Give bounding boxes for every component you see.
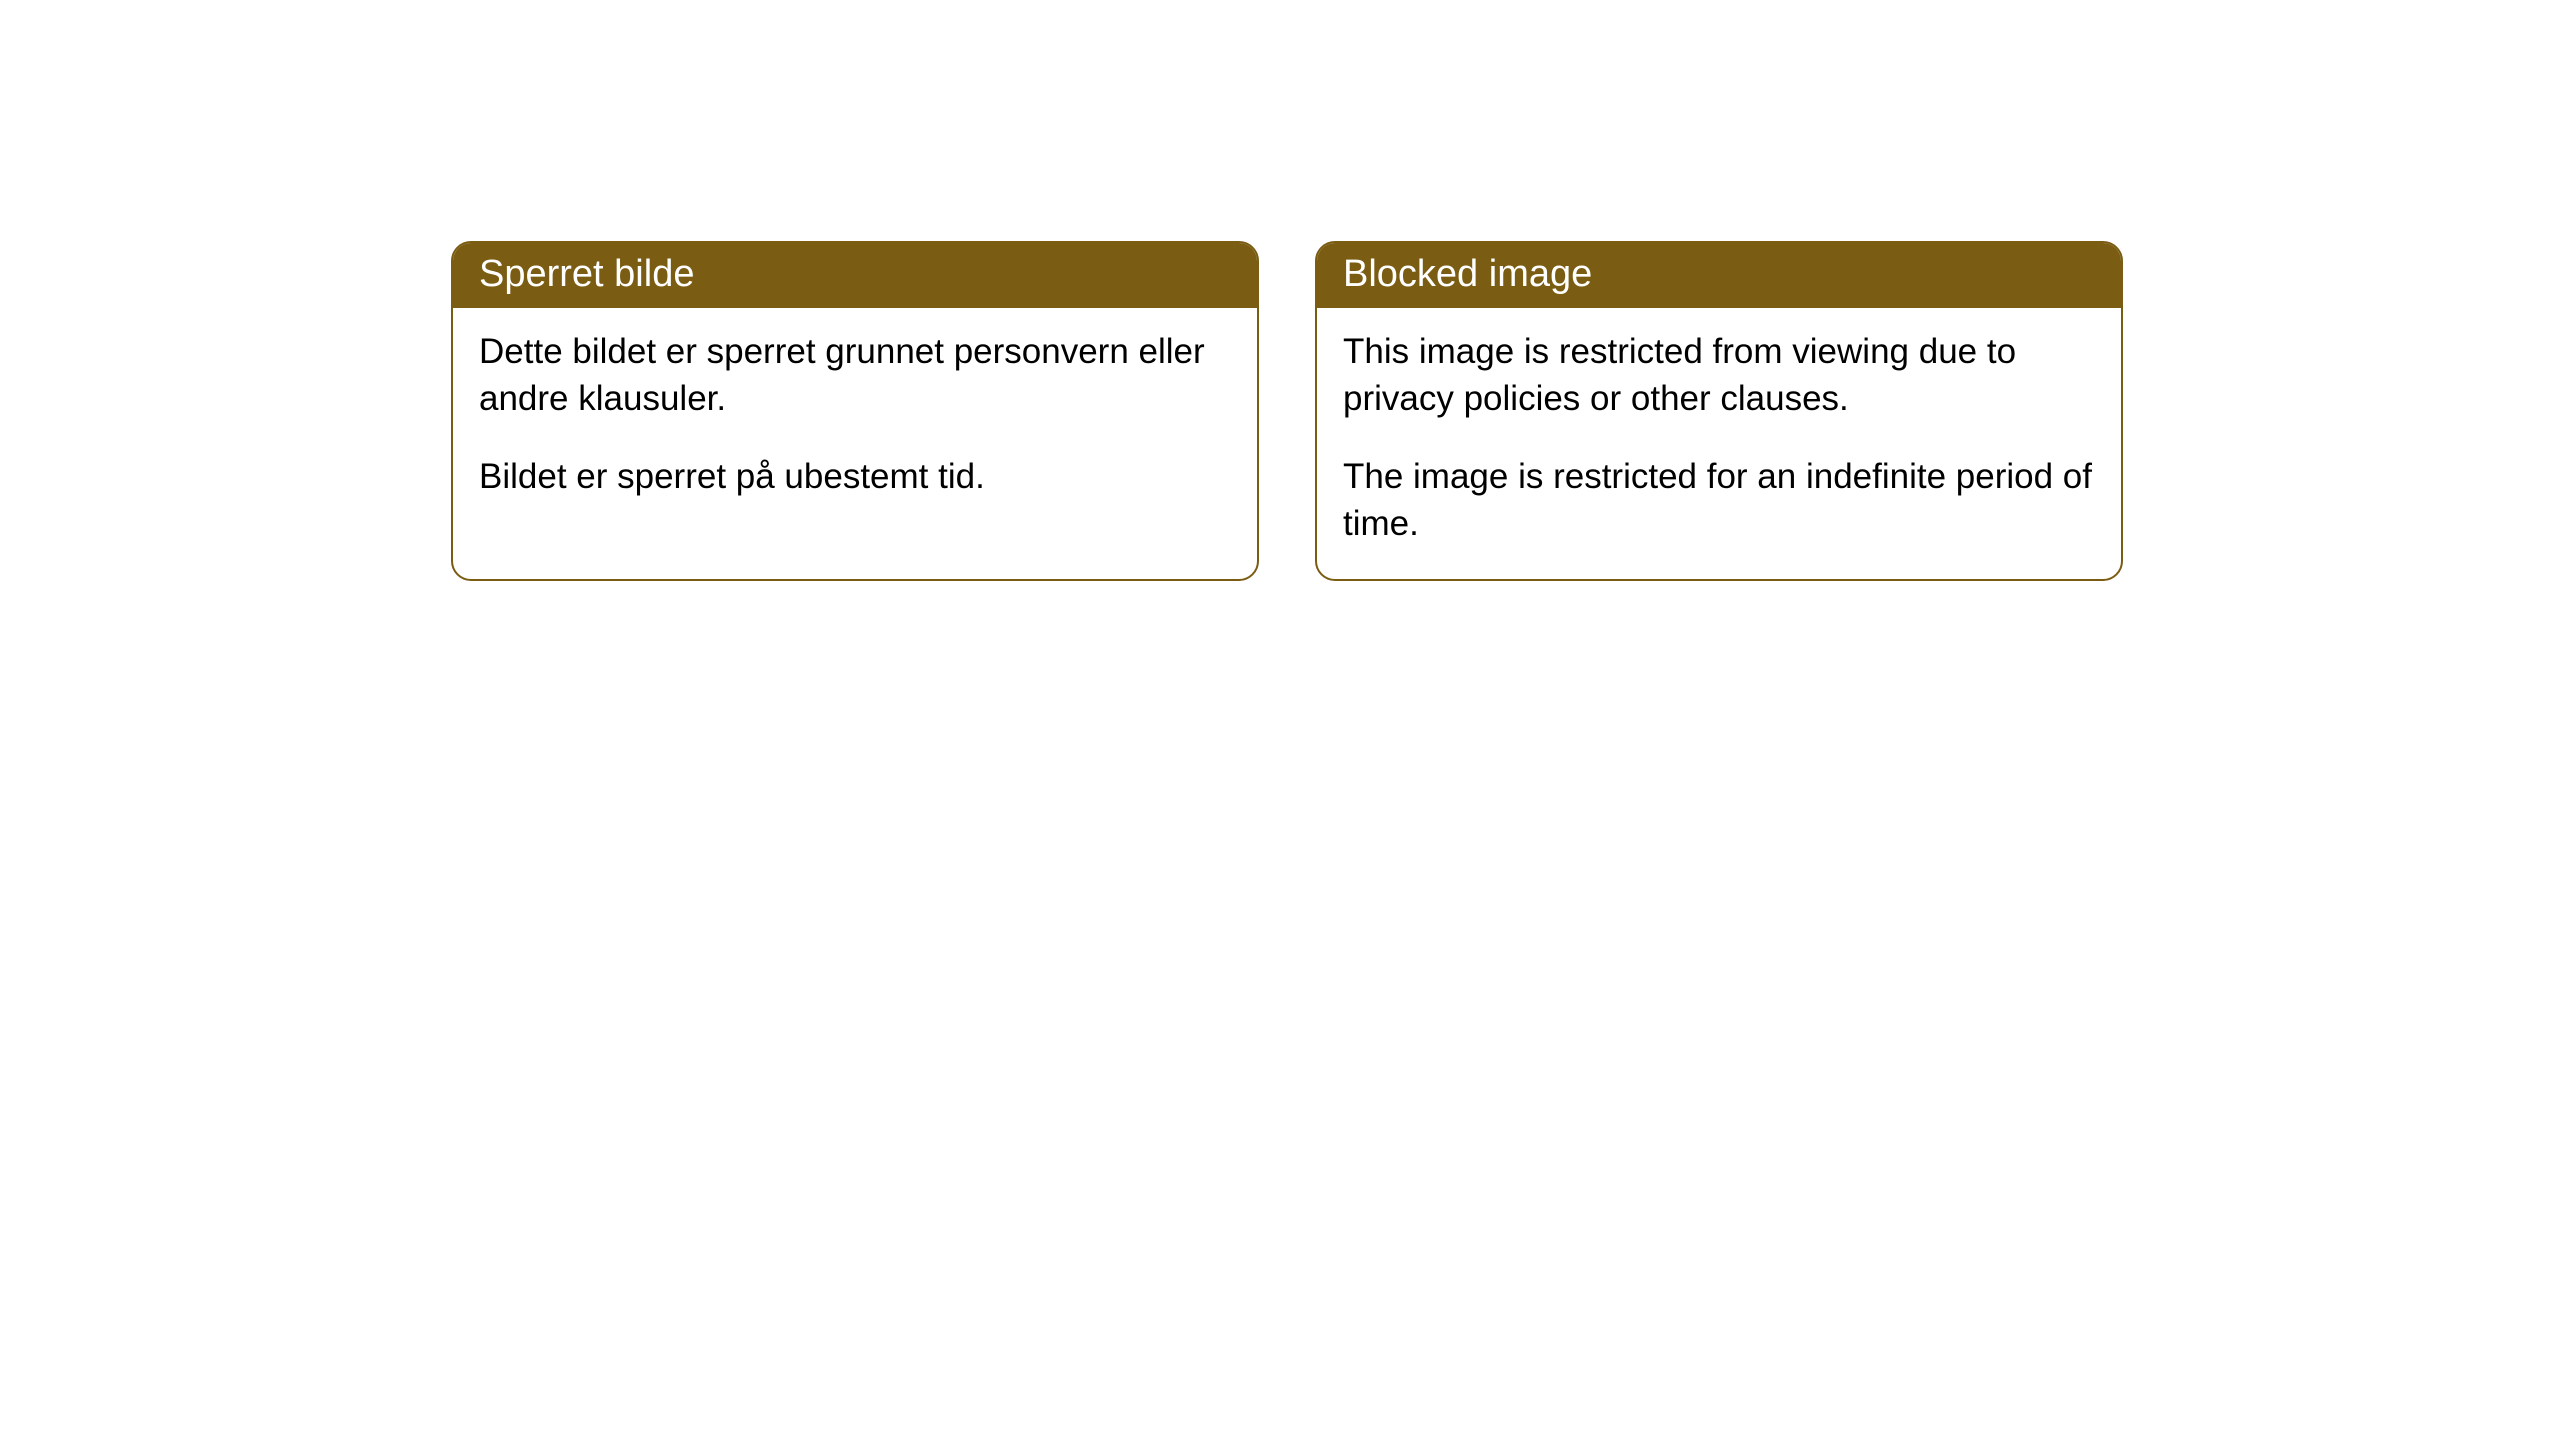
- card-paragraph: Bildet er sperret på ubestemt tid.: [479, 453, 1231, 500]
- card-title-en: Blocked image: [1317, 243, 2121, 308]
- card-title-no: Sperret bilde: [453, 243, 1257, 308]
- blocked-image-card-en: Blocked image This image is restricted f…: [1315, 241, 2123, 581]
- card-paragraph: Dette bildet er sperret grunnet personve…: [479, 328, 1231, 423]
- blocked-image-card-no: Sperret bilde Dette bildet er sperret gr…: [451, 241, 1259, 581]
- card-paragraph: This image is restricted from viewing du…: [1343, 328, 2095, 423]
- card-body-no: Dette bildet er sperret grunnet personve…: [453, 308, 1257, 532]
- card-body-en: This image is restricted from viewing du…: [1317, 308, 2121, 579]
- notice-cards-container: Sperret bilde Dette bildet er sperret gr…: [451, 241, 2123, 581]
- card-paragraph: The image is restricted for an indefinit…: [1343, 453, 2095, 548]
